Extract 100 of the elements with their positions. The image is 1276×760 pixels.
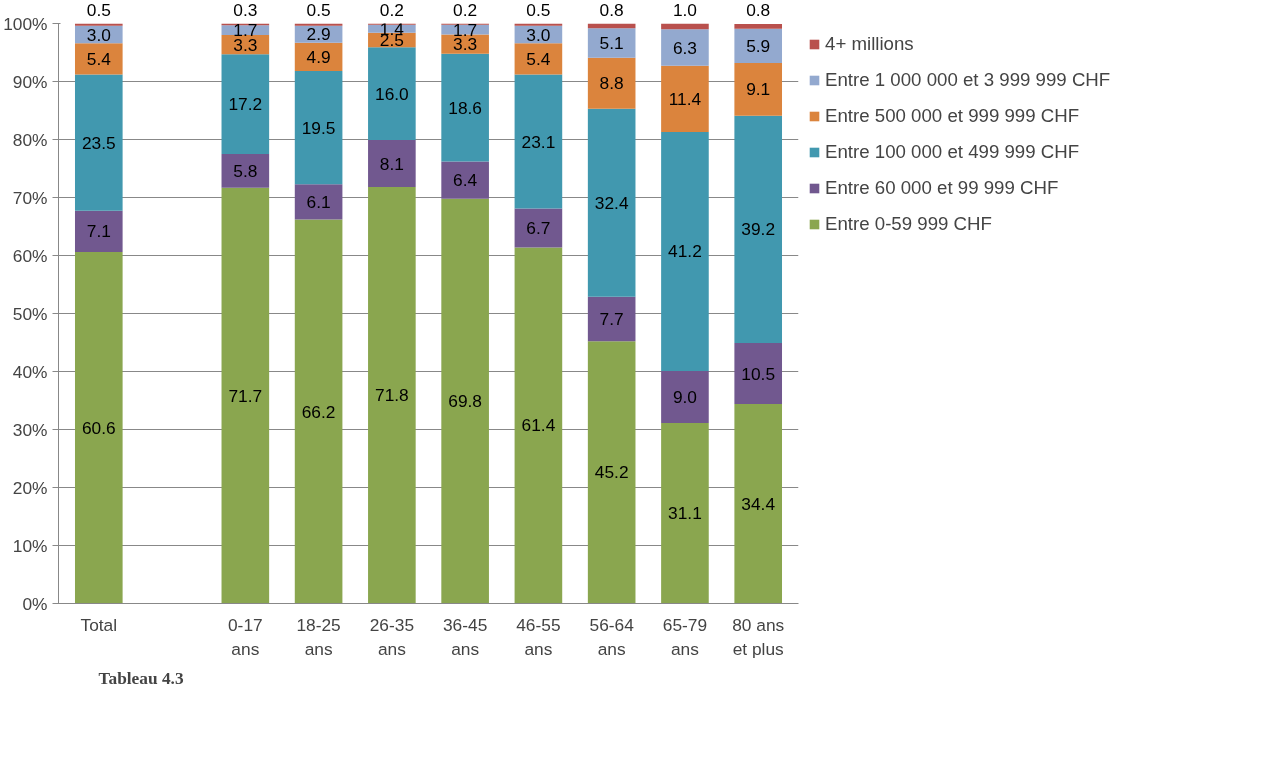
bar bbox=[587, 341, 636, 604]
data-label: 45.2 bbox=[594, 462, 629, 483]
y-tick-label: 100% bbox=[3, 13, 48, 34]
bar bbox=[74, 210, 123, 253]
data-label: 6.1 bbox=[306, 191, 331, 212]
bar bbox=[734, 62, 783, 116]
x-tick-label: 36-45 ans bbox=[442, 614, 488, 659]
bar bbox=[587, 28, 636, 58]
bar bbox=[661, 370, 709, 424]
data-label: 0.5 bbox=[526, 0, 551, 20]
legend-label: Entre 60 000 et 99 999 CHF bbox=[825, 177, 1059, 199]
data-label: 9.0 bbox=[672, 387, 697, 408]
data-label: 8.8 bbox=[599, 73, 624, 94]
data-label: 2.9 bbox=[306, 24, 331, 45]
legend-label: Entre 500 000 et 999 999 CHF bbox=[825, 105, 1080, 127]
data-label: 39.2 bbox=[741, 219, 776, 240]
data-label: 71.8 bbox=[375, 385, 409, 406]
data-label: 19.5 bbox=[301, 117, 336, 138]
y-tick-label: 70% bbox=[12, 187, 48, 208]
bar bbox=[368, 47, 416, 141]
bar bbox=[587, 108, 636, 297]
data-label: 66.2 bbox=[301, 401, 336, 422]
bar bbox=[368, 187, 416, 604]
data-label: 23.1 bbox=[521, 131, 556, 152]
y-tick-label: 60% bbox=[12, 245, 48, 266]
bar bbox=[294, 219, 343, 604]
bar bbox=[221, 54, 270, 154]
data-label: 41.2 bbox=[668, 241, 702, 262]
data-label: 5.1 bbox=[599, 32, 624, 53]
data-label: 31.1 bbox=[668, 503, 702, 524]
data-label: 11.4 bbox=[668, 88, 702, 109]
data-label: 5.8 bbox=[233, 160, 258, 181]
data-label: 0.5 bbox=[306, 0, 331, 20]
bar bbox=[74, 252, 123, 604]
x-tick-label: 26-35 ans bbox=[369, 614, 415, 659]
bar bbox=[734, 28, 783, 63]
legend-label: Entre 100 000 et 499 999 CHF bbox=[825, 141, 1080, 163]
data-label: 6.3 bbox=[672, 37, 697, 58]
legend-label: Entre 1 000 000 et 3 999 999 CHF bbox=[825, 69, 1111, 91]
bar bbox=[74, 43, 123, 75]
bar bbox=[74, 74, 123, 211]
data-label: 69.8 bbox=[448, 391, 483, 412]
data-label: 0.3 bbox=[233, 0, 258, 20]
data-label: 6.4 bbox=[453, 170, 478, 191]
data-label: 5.9 bbox=[746, 35, 771, 56]
bar bbox=[661, 423, 709, 604]
data-label: 5.4 bbox=[86, 48, 112, 69]
y-tick-label: 80% bbox=[12, 129, 48, 150]
data-label: 1.0 bbox=[672, 0, 697, 20]
bar bbox=[661, 65, 709, 132]
bar bbox=[661, 131, 709, 371]
data-label: 3.0 bbox=[86, 24, 111, 45]
data-label: 34.4 bbox=[741, 493, 776, 514]
bar bbox=[441, 161, 489, 199]
bar bbox=[294, 71, 343, 185]
data-label: 0.8 bbox=[599, 0, 624, 20]
data-label: 0.2 bbox=[379, 0, 404, 20]
bar bbox=[587, 296, 636, 342]
data-label: 23.5 bbox=[81, 132, 116, 153]
data-label: 8.1 bbox=[379, 153, 404, 174]
x-tick-label: 56-64 ans bbox=[589, 614, 635, 659]
bar bbox=[221, 187, 270, 604]
data-label: 10.5 bbox=[741, 363, 776, 384]
data-label: 6.7 bbox=[526, 217, 551, 238]
bar bbox=[734, 115, 783, 344]
bar bbox=[734, 343, 783, 404]
data-label: 7.7 bbox=[599, 309, 624, 330]
text: Tableau 4.3 bbox=[98, 668, 184, 688]
data-label: 0.2 bbox=[453, 0, 478, 20]
y-tick-label: 90% bbox=[12, 71, 48, 92]
data-label: 7.1 bbox=[86, 221, 111, 242]
y-tick-label: 50% bbox=[12, 303, 48, 324]
bar bbox=[734, 24, 783, 29]
bar bbox=[441, 53, 489, 162]
data-label: 9.1 bbox=[746, 79, 771, 100]
data-label: 0.8 bbox=[746, 0, 771, 20]
x-tick-label: 18-25 ans bbox=[296, 614, 341, 659]
data-label: 32.4 bbox=[594, 192, 629, 213]
bar bbox=[514, 208, 563, 248]
data-label: 0.5 bbox=[86, 0, 111, 20]
bar bbox=[514, 43, 563, 75]
data-label: 4.9 bbox=[306, 46, 331, 67]
bar bbox=[294, 184, 343, 220]
y-tick-label: 0% bbox=[22, 593, 48, 614]
x-tick-label: 80 ans et plus bbox=[732, 614, 785, 659]
x-tick-label: 46-55 ans bbox=[516, 614, 561, 659]
bar bbox=[441, 198, 489, 604]
data-label: 3.0 bbox=[526, 24, 551, 45]
data-label: 71.7 bbox=[228, 385, 263, 406]
bar bbox=[661, 29, 709, 66]
bar bbox=[514, 74, 563, 209]
legend-label: 4+ millions bbox=[825, 33, 914, 55]
y-tick-label: 30% bbox=[12, 419, 48, 440]
bar bbox=[368, 140, 416, 188]
data-label: 17.2 bbox=[228, 94, 263, 115]
bar bbox=[514, 247, 563, 604]
y-tick-label: 40% bbox=[12, 361, 48, 382]
x-tick-label: 0-17 ans bbox=[227, 614, 263, 659]
x-tick-label: 65-79 ans bbox=[662, 614, 708, 659]
data-label: 18.6 bbox=[448, 97, 483, 118]
